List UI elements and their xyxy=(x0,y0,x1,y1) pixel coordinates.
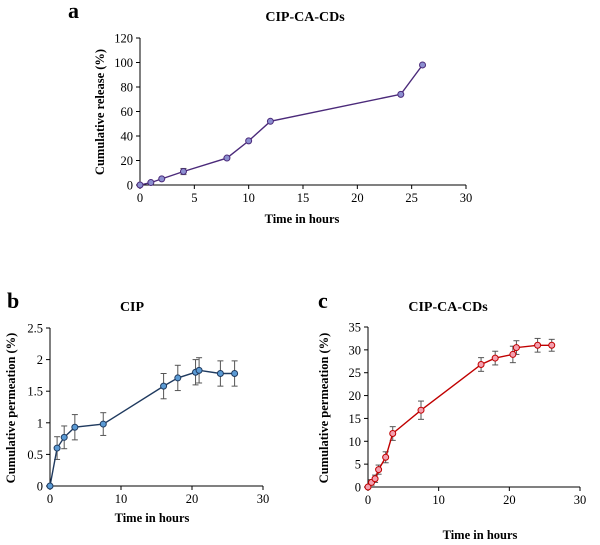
axes-b: 0 10 20 30 0 0.5 1 1.5 2 2.5 xyxy=(27,322,269,507)
chart-panel-c: c CIP-CA-CDs 0 10 20 30 0 5 10 15 20 25 30 35 Time … xyxy=(317,288,586,542)
y-tick-label-a: 0 xyxy=(127,179,133,193)
x-tick-label-b: 0 xyxy=(47,492,53,506)
panel-letter-c: c xyxy=(318,288,328,313)
data-point-c xyxy=(371,475,379,483)
data-point-b xyxy=(195,366,203,374)
x-axis-label-b: Time in hours xyxy=(115,511,190,525)
data-point-b xyxy=(60,433,68,441)
x-tick-label-b: 20 xyxy=(186,492,199,506)
data-point-c xyxy=(491,354,499,362)
y-tick-label-c: 30 xyxy=(349,343,362,357)
data-point-b xyxy=(160,382,168,390)
data-point-a xyxy=(266,117,274,125)
data-point-c xyxy=(477,360,485,368)
y-tick-label-a: 120 xyxy=(114,32,133,46)
x-tick-label-c: 30 xyxy=(574,493,587,507)
y-tick-label-a: 100 xyxy=(114,56,133,70)
data-point-a xyxy=(158,175,166,183)
series-line-a xyxy=(139,64,424,186)
x-tick-label-a: 25 xyxy=(405,191,418,205)
data-point-c xyxy=(512,344,520,352)
y-tick-label-c: 20 xyxy=(349,389,362,403)
axes-a: 0 5 10 15 20 25 30 0 20 40 60 80 100 120 xyxy=(114,32,472,206)
y-tick-label-c: 35 xyxy=(349,321,362,335)
y-tick-label-c: 15 xyxy=(349,412,362,426)
y-tick-label-b: 0.5 xyxy=(27,448,43,462)
y-tick-label-c: 5 xyxy=(355,458,361,472)
x-tick-label-c: 20 xyxy=(503,493,516,507)
x-axis-label-c: Time in hours xyxy=(443,528,518,542)
y-tick-label-a: 40 xyxy=(121,130,134,144)
data-point-c xyxy=(389,430,397,438)
data-point-a xyxy=(179,168,187,176)
data-point-c xyxy=(417,406,425,414)
y-tick-label-b: 0 xyxy=(37,480,43,494)
panel-letter-a: a xyxy=(68,0,79,23)
data-point-b xyxy=(99,420,107,428)
y-tick-label-b: 2 xyxy=(37,353,43,367)
y-tick-label-c: 0 xyxy=(355,481,361,495)
data-point-a xyxy=(147,179,155,187)
data-point-c xyxy=(534,341,542,349)
data-point-a xyxy=(419,61,427,69)
y-tick-label-b: 2.5 xyxy=(27,322,43,336)
x-tick-label-c: 10 xyxy=(432,493,445,507)
x-tick-label-b: 10 xyxy=(115,492,128,506)
x-tick-label-b: 30 xyxy=(257,492,270,506)
data-point-a xyxy=(136,181,144,189)
y-tick-label-a: 80 xyxy=(121,81,134,95)
panel-letter-b: b xyxy=(7,288,19,313)
data-point-c xyxy=(364,483,372,491)
data-point-a xyxy=(245,137,253,145)
y-tick-label-a: 60 xyxy=(121,105,134,119)
data-point-a xyxy=(397,90,405,98)
x-tick-label-a: 30 xyxy=(460,191,473,205)
data-point-b xyxy=(53,444,61,452)
y-tick-label-c: 10 xyxy=(349,435,362,449)
data-point-a xyxy=(223,154,231,162)
series-layer-c xyxy=(364,337,556,491)
y-axis-label-c: Cumulative permeation (%) xyxy=(317,333,331,484)
y-axis-label-a: Cumulative release (%) xyxy=(93,49,107,175)
y-tick-label-b: 1 xyxy=(37,416,43,430)
series-layer-a xyxy=(136,61,427,189)
y-tick-label-a: 20 xyxy=(121,154,134,168)
x-tick-label-a: 10 xyxy=(242,191,255,205)
chart-title-b: CIP xyxy=(120,300,145,315)
data-point-c xyxy=(548,341,556,349)
data-point-b xyxy=(46,482,54,490)
data-point-b xyxy=(71,423,79,431)
axes-c: 0 10 20 30 0 5 10 15 20 25 30 35 xyxy=(349,321,587,508)
x-tick-label-a: 15 xyxy=(297,191,310,205)
data-point-b xyxy=(174,374,182,382)
chart-title-c: CIP-CA-CDs xyxy=(408,300,488,315)
data-point-b xyxy=(216,370,224,378)
x-tick-label-a: 20 xyxy=(351,191,364,205)
series-line-c xyxy=(367,344,552,488)
series-layer-b xyxy=(46,357,239,490)
data-point-c xyxy=(509,350,517,358)
data-point-b xyxy=(231,370,239,378)
data-point-c xyxy=(382,453,390,461)
x-tick-label-a: 0 xyxy=(137,191,143,205)
y-axis-label-b: Cumulative permeation (%) xyxy=(4,333,18,484)
x-tick-label-c: 0 xyxy=(365,493,371,507)
y-tick-label-b: 1.5 xyxy=(27,385,43,399)
data-point-c xyxy=(375,466,383,474)
x-tick-label-a: 5 xyxy=(191,191,197,205)
x-axis-label-a: Time in hours xyxy=(265,212,340,226)
y-tick-label-c: 25 xyxy=(349,366,362,380)
chart-panel-a: a CIP-CA-CDs 0 5 10 15 20 25 30 0 20 40 60 80 100 120… xyxy=(68,0,472,226)
chart-title-a: CIP-CA-CDs xyxy=(265,10,345,25)
